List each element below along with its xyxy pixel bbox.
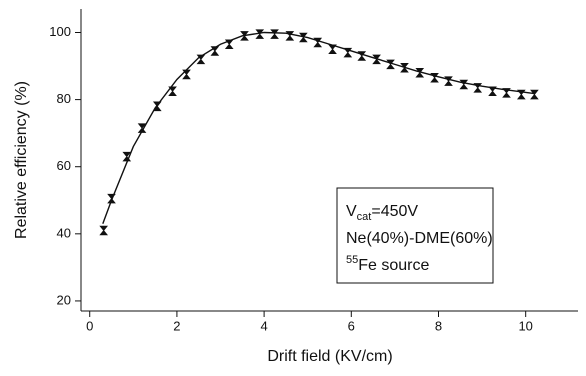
- error-bar-point: [444, 76, 453, 86]
- y-tick-label: 100: [49, 24, 71, 39]
- error-bar-point: [152, 101, 162, 112]
- annotation-line: Ne(40%)-DME(60%): [346, 230, 493, 247]
- error-bar-point: [372, 54, 381, 65]
- error-bar-point: [285, 31, 295, 41]
- error-bar-point: [99, 225, 109, 236]
- error-bar-point: [357, 51, 367, 61]
- annotation-text: V: [346, 203, 357, 220]
- annotation-box: [336, 187, 494, 284]
- x-tick-label: 8: [435, 318, 442, 333]
- error-bar-point: [313, 37, 323, 48]
- error-bar-point: [430, 73, 439, 83]
- annotation-line: Vcat=450V: [346, 203, 418, 223]
- error-bar-point: [255, 29, 265, 39]
- x-tick-label: 4: [260, 318, 267, 333]
- x-tick-label: 10: [518, 318, 532, 333]
- error-bar-point: [488, 86, 497, 96]
- annotation-text: Fe source: [358, 257, 429, 274]
- annotation-text: =450V: [371, 203, 418, 220]
- x-tick-label: 2: [173, 318, 180, 333]
- fit-curve: [102, 31, 535, 224]
- x-axis-title: Drift field (KV/cm): [267, 348, 392, 365]
- annotation-line: 55Fe source: [346, 254, 429, 274]
- error-bar-point: [473, 83, 483, 93]
- error-bar-point: [107, 193, 116, 204]
- error-bar-point: [299, 32, 308, 43]
- y-tick-label: 60: [57, 158, 71, 173]
- x-tick-label: 6: [348, 318, 355, 333]
- error-bar-point: [530, 89, 539, 100]
- error-bar-point: [210, 46, 220, 56]
- x-tick-label: 0: [86, 318, 93, 333]
- error-bar-point: [168, 86, 177, 96]
- annotation-superscript: 55: [346, 254, 358, 266]
- error-bar-point: [182, 69, 191, 80]
- error-bar-point: [459, 79, 469, 90]
- y-axis-title: Relative efficiency (%): [13, 81, 30, 239]
- y-tick-label: 20: [57, 292, 71, 307]
- error-bar-point: [328, 44, 337, 55]
- error-bar-point: [343, 47, 353, 58]
- error-bar-point: [137, 123, 147, 133]
- error-bar-point: [415, 68, 425, 78]
- y-tick-label: 40: [57, 225, 71, 240]
- error-bar-point: [122, 151, 132, 162]
- error-bar-point: [196, 54, 206, 65]
- error-bar-point: [502, 88, 511, 98]
- error-bar-point: [400, 62, 409, 73]
- error-bar-point: [516, 89, 526, 100]
- annotation-subscript: cat: [357, 211, 372, 223]
- error-bar-point: [224, 39, 234, 49]
- error-bar-point: [270, 29, 279, 39]
- y-tick-label: 80: [57, 91, 71, 106]
- error-bar-point: [386, 59, 395, 70]
- error-bar-point: [240, 31, 249, 41]
